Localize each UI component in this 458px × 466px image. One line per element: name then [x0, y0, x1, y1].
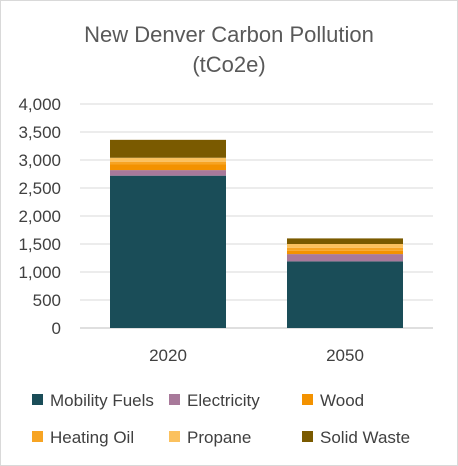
legend: Mobility Fuels Electricity Wood Heating Oil… — [32, 391, 410, 447]
y-tick-label: 3,500 — [18, 123, 61, 142]
bar-segment — [287, 250, 403, 255]
y-tick-label: 500 — [33, 291, 61, 310]
legend-label: Solid Waste — [320, 428, 410, 447]
legend-label: Electricity — [187, 391, 260, 410]
legend-swatch — [32, 431, 43, 442]
y-tick-label: 2,000 — [18, 207, 61, 226]
legend-label: Wood — [320, 391, 364, 410]
legend-swatch — [169, 431, 180, 442]
y-tick-label: 2,500 — [18, 179, 61, 198]
x-axis: 2020 2050 — [149, 346, 364, 365]
bar-segment — [287, 238, 403, 244]
legend-swatch — [302, 394, 313, 405]
bar-segment — [287, 247, 403, 251]
x-tick-label: 2050 — [326, 346, 364, 365]
bar-segment — [110, 175, 226, 328]
bar-segment — [110, 139, 226, 158]
bar-segment — [110, 161, 226, 165]
bars — [110, 139, 403, 328]
y-tick-label: 1,000 — [18, 263, 61, 282]
bar-segment — [287, 244, 403, 248]
x-tick-label: 2020 — [149, 346, 187, 365]
bar-segment — [287, 261, 403, 328]
legend-label: Heating Oil — [50, 428, 134, 447]
y-tick-label: 3,000 — [18, 151, 61, 170]
legend-swatch — [169, 394, 180, 405]
bar-segment — [110, 157, 226, 162]
legend-label: Propane — [187, 428, 251, 447]
y-axis: 0 500 1,000 1,500 2,000 2,500 3,000 3,500 4,000 — [18, 95, 61, 338]
chart-title: New Denver Carbon Pollution — [84, 22, 374, 47]
y-tick-label: 4,000 — [18, 95, 61, 114]
bar-segment — [110, 170, 226, 176]
bar-segment — [110, 164, 226, 171]
legend-swatch — [32, 394, 43, 405]
y-tick-label: 0 — [52, 319, 61, 338]
y-tick-label: 1,500 — [18, 235, 61, 254]
legend-label: Mobility Fuels — [50, 391, 154, 410]
chart-subtitle: (tCo2e) — [192, 52, 265, 77]
bar-segment — [287, 254, 403, 262]
legend-swatch — [302, 431, 313, 442]
